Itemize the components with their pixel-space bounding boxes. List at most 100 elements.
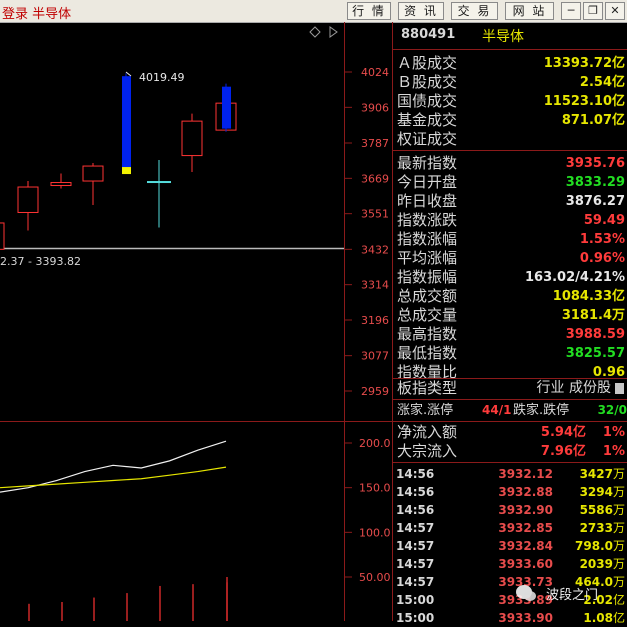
updown-row: 涨家.涨停 44/1 跌家.跌停 32/0 <box>393 401 627 420</box>
stat-row: 最新指数 3935.76 <box>393 154 627 173</box>
flow-pct: 1% <box>602 444 625 459</box>
tick-volume: 3294万 <box>579 485 625 499</box>
price-axis-label: 3314 <box>361 279 389 292</box>
stat-row: 总成交量 3181.4万 <box>393 306 627 325</box>
stat-value: 3825.57 <box>565 346 625 361</box>
stat-label: 总成交量 <box>397 306 458 324</box>
tick-price: 3932.90 <box>498 503 553 517</box>
stat-value: 871.07亿 <box>561 113 625 128</box>
index-code: 880491 <box>401 27 456 42</box>
price-axis-label: 3906 <box>361 101 389 114</box>
volume-bars <box>28 577 228 621</box>
tick-row: 14:56 3932.12 3427万 <box>393 465 627 483</box>
price-axis-label: 3196 <box>361 314 389 327</box>
flow-label: 净流入额 <box>397 423 458 441</box>
tick-row: 15:00 3933.90 1.08亿 <box>393 609 627 627</box>
tick-time: 15:00 <box>396 611 435 625</box>
stat-value: 3988.59 <box>565 327 625 342</box>
kline-chart[interactable]: 4024 3906 3787 3669 3551 3432 3314 3196 3077 2959… <box>0 22 393 621</box>
title-bar: 登录 半导体 行 情 资 讯 交 易 网 站 ─ ❐ ✕ <box>0 0 627 23</box>
candle-body <box>50 182 72 187</box>
stat-value: 1.53% <box>579 232 625 247</box>
stat-row: 指数涨幅 1.53% <box>393 230 627 249</box>
tick-price: 3933.73 <box>498 575 553 589</box>
candle-body <box>122 76 131 170</box>
index-info-panel: 880491 半导体 Ａ股成交 13393.72亿 Ｂ股成交 2.54亿 国债成交 115… <box>393 22 627 625</box>
stat-label: 最高指数 <box>397 325 458 343</box>
fall-count-value: 32/0 <box>597 403 627 417</box>
close-icon[interactable]: ✕ <box>605 2 625 20</box>
tick-row: 14:57 3933.73 464.0万 <box>393 573 627 591</box>
high-annotation: 4019.49 <box>139 71 185 84</box>
stat-value: 59.49 <box>583 213 625 228</box>
news-button[interactable]: 资 讯 <box>398 2 444 20</box>
price-axis-label: 3787 <box>361 137 389 150</box>
trade-button[interactable]: 交 易 <box>451 2 498 20</box>
stat-label: 最新指数 <box>397 154 458 172</box>
stat-label: 指数涨跌 <box>397 211 458 229</box>
candle-body <box>181 120 203 157</box>
candle-body <box>17 186 39 213</box>
stat-value: 3876.27 <box>565 194 625 209</box>
flow-label: 大宗流入 <box>397 442 458 460</box>
tick-time: 15:00 <box>396 593 435 607</box>
ma-line-yellow <box>0 466 227 489</box>
tick-volume: 2733万 <box>579 521 625 535</box>
stat-value: 3181.4万 <box>561 308 625 323</box>
stat-row: Ｂ股成交 2.54亿 <box>393 73 627 92</box>
stat-label: 基金成交 <box>397 111 458 129</box>
price-axis-labels: 4024 3906 3787 3669 3551 3432 3314 3196 3077 2959 <box>361 66 389 398</box>
tick-row: 14:56 3932.90 5586万 <box>393 501 627 519</box>
volume-axis-label: 100.0 <box>359 526 391 539</box>
flow-pct: 1% <box>602 425 625 440</box>
minimize-icon[interactable]: ─ <box>561 2 581 20</box>
restore-icon[interactable]: ❐ <box>583 2 603 20</box>
volume-grid <box>345 442 352 578</box>
price-axis-label: 3669 <box>361 172 389 185</box>
stat-label: Ａ股成交 <box>397 54 458 72</box>
rise-count-value: 44/1 <box>482 403 512 417</box>
board-type-row: 板指类型 行业 成份股 <box>393 379 627 398</box>
candle-body <box>222 86 231 129</box>
tick-volume: 1.08亿 <box>583 611 625 625</box>
tick-time: 14:56 <box>396 503 435 517</box>
stat-row: 昨日收盘 3876.27 <box>393 192 627 211</box>
volume-axis-label: 50.00 <box>359 571 391 584</box>
stat-value: 0.96% <box>579 251 625 266</box>
quotes-button[interactable]: 行 情 <box>347 2 391 20</box>
stat-row: 指数量比 0.96 <box>393 363 627 382</box>
stat-row: 权证成交 <box>393 130 627 149</box>
stat-label: 今日开盘 <box>397 173 458 191</box>
price-axis-label: 3432 <box>361 243 389 256</box>
tick-price: 3933.60 <box>498 557 553 571</box>
index-name: 半导体 <box>482 29 524 45</box>
stat-row: 平均涨幅 0.96% <box>393 249 627 268</box>
tick-volume: 5586万 <box>579 503 625 517</box>
scroll-arrow-icon[interactable] <box>615 383 624 394</box>
tick-row: 14:57 3932.84 798.0万 <box>393 537 627 555</box>
stat-row: 今日开盘 3833.29 <box>393 173 627 192</box>
stat-row: 总成交额 1084.33亿 <box>393 287 627 306</box>
stat-label: 指数涨幅 <box>397 230 458 248</box>
high-annotation-pointer <box>125 71 132 77</box>
stat-label: Ｂ股成交 <box>397 73 458 91</box>
watermark-text: 波段之门 <box>546 588 599 603</box>
stat-value: 0.96 <box>592 365 625 380</box>
tick-volume: 3427万 <box>579 467 625 481</box>
candle-body <box>82 165 104 182</box>
stat-row: 基金成交 871.07亿 <box>393 111 627 130</box>
price-axis-label: 4024 <box>361 66 389 79</box>
price-grid <box>345 71 352 392</box>
tick-volume: 798.0万 <box>575 539 625 553</box>
tick-time: 14:56 <box>396 485 435 499</box>
tick-row: 14:57 3932.85 2733万 <box>393 519 627 537</box>
stat-row: 最高指数 3988.59 <box>393 325 627 344</box>
close-marker <box>122 167 131 175</box>
website-button[interactable]: 网 站 <box>505 2 554 20</box>
price-axis-label: 2959 <box>361 385 389 398</box>
stat-label: 国债成交 <box>397 92 458 110</box>
stat-value: 13393.72亿 <box>543 56 625 71</box>
range-label: 2.37 - 3393.82 <box>0 255 81 268</box>
tick-row: 15:00 3933.89 2.02亿 <box>393 591 627 609</box>
tick-price: 3932.84 <box>498 539 553 553</box>
